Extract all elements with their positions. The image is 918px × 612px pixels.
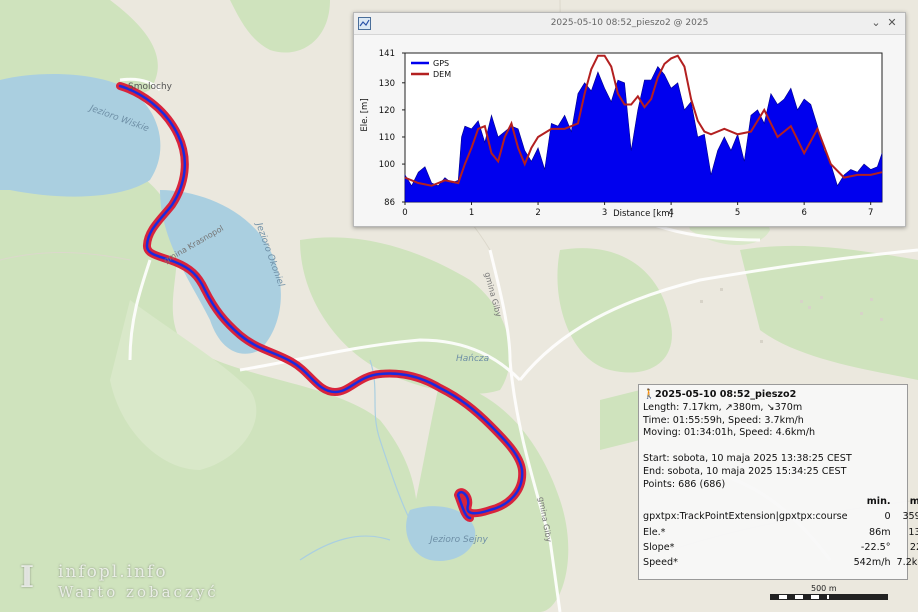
window-titlebar[interactable]: 2025-05-10 08:52_pieszo2 @ 2025 ⌄ ✕ bbox=[354, 13, 905, 35]
x-tick-label: 1 bbox=[469, 208, 474, 218]
scale-bar bbox=[770, 594, 888, 600]
track-title: 2025-05-10 08:52_pieszo2 bbox=[655, 389, 797, 400]
table-row: Slope* -22.5° 22.1° bbox=[643, 540, 918, 555]
x-tick-label: 6 bbox=[801, 208, 806, 218]
x-tick-label: 2 bbox=[535, 208, 540, 218]
stat-max: 22.1° bbox=[909, 541, 918, 553]
elevation-profile-window[interactable]: 2025-05-10 08:52_pieszo2 @ 2025 ⌄ ✕ 🚶 86… bbox=[353, 12, 906, 227]
close-icon[interactable]: ✕ bbox=[887, 16, 897, 29]
x-tick-label: 3 bbox=[602, 208, 607, 218]
app-icon bbox=[358, 17, 371, 30]
watermark-logo: I bbox=[20, 560, 35, 595]
track-time: Time: 01:55:59h, Speed: 3.7km/h bbox=[643, 414, 804, 426]
stats-header-max: max. bbox=[909, 495, 918, 507]
watermark-site: infopl.info bbox=[58, 562, 168, 582]
table-row: Speed* 542m/h 7.2km/h bbox=[643, 555, 918, 570]
stat-min: 86m bbox=[868, 526, 891, 538]
chart-y-axis-label: Ele. [m] bbox=[360, 98, 370, 131]
track-info-panel: 🚶2025-05-10 08:52_pieszo2 Length: 7.17km… bbox=[638, 384, 918, 580]
stat-min: -22.5° bbox=[860, 541, 891, 553]
chart-x-axis-label: Distance [km] bbox=[613, 209, 673, 219]
stat-min: 0 bbox=[884, 511, 891, 523]
dem-line bbox=[404, 54, 883, 187]
stat-max: 359.64 bbox=[902, 511, 918, 523]
chart-series-gps bbox=[404, 65, 883, 203]
track-start: Start: sobota, 10 maja 2025 13:38:25 CES… bbox=[643, 452, 852, 464]
y-tick-label: 130 bbox=[379, 79, 395, 89]
y-tick-label: 100 bbox=[379, 160, 395, 170]
watermark-tagline: Warto zobaczyć bbox=[58, 583, 219, 601]
gps-area bbox=[404, 65, 883, 203]
stat-max: 7.2km/h bbox=[896, 557, 918, 569]
y-tick-label: 120 bbox=[379, 106, 395, 116]
stat-label: Speed* bbox=[643, 557, 678, 569]
window-title: 2025-05-10 08:52_pieszo2 @ 2025 bbox=[550, 18, 709, 28]
y-tick-label: 110 bbox=[379, 133, 395, 143]
x-tick-label: 5 bbox=[735, 208, 740, 218]
track-points: Points: 686 (686) bbox=[643, 478, 726, 490]
chart-x-ticks: 0 1 2 3 4 5 6 7 bbox=[402, 202, 873, 218]
track-length: Length: 7.17km, ↗380m, ↘370m bbox=[643, 401, 803, 413]
stat-label: Ele.* bbox=[643, 526, 666, 538]
chevron-down-icon[interactable]: ⌄ bbox=[871, 16, 881, 29]
chart-legend: GPS DEM bbox=[411, 59, 451, 79]
stats-table: min. max. gpxtpx:TrackPointExtension|gpx… bbox=[643, 493, 918, 570]
track-title-row: 🚶2025-05-10 08:52_pieszo2 bbox=[643, 389, 903, 402]
table-row: Ele.* 86m 138m bbox=[643, 525, 918, 540]
chart-y-ticks: 86 100 110 120 130 141 bbox=[379, 49, 405, 208]
table-row: gpxtpx:TrackPointExtension|gpxtpx:course… bbox=[643, 509, 918, 524]
track-moving: Moving: 01:34:01h, Speed: 4.6km/h bbox=[643, 427, 816, 439]
scale-label: 500 m bbox=[811, 584, 837, 593]
x-tick-label: 4 bbox=[668, 208, 673, 218]
x-tick-label: 7 bbox=[868, 208, 873, 218]
map-label-river: Hańcza bbox=[456, 354, 490, 364]
stat-label: gpxtpx:TrackPointExtension|gpxtpx:course bbox=[643, 511, 848, 523]
hiker-icon: 🚶 bbox=[643, 389, 655, 400]
x-tick-label: 0 bbox=[402, 208, 407, 218]
track-route[interactable] bbox=[118, 84, 524, 520]
legend-label: GPS bbox=[433, 59, 449, 68]
chart-series-dem bbox=[404, 54, 883, 187]
map-label-town: Smolochy bbox=[128, 82, 172, 92]
map-label-lake-south: Jezioro Sejny bbox=[430, 535, 488, 545]
stats-header-row: min. max. bbox=[643, 493, 918, 509]
y-tick-label: 141 bbox=[379, 49, 395, 59]
legend-label: DEM bbox=[433, 70, 451, 79]
track-end: End: sobota, 10 maja 2025 15:34:25 CEST bbox=[643, 465, 847, 477]
stat-label: Slope* bbox=[643, 541, 675, 553]
stat-min: 542m/h bbox=[853, 557, 891, 569]
stat-max: 138m bbox=[908, 526, 918, 538]
stats-header-min: min. bbox=[866, 495, 891, 507]
y-tick-label: 86 bbox=[384, 198, 395, 208]
